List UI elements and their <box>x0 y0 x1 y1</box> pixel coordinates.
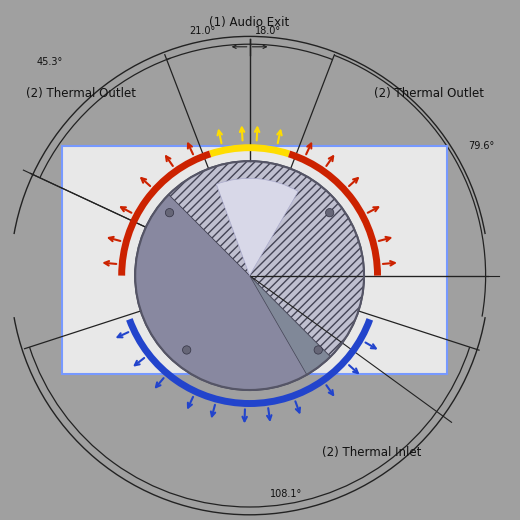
Text: 21.0°: 21.0° <box>190 27 216 36</box>
Text: 108.1°: 108.1° <box>270 489 302 499</box>
Text: 45.3°: 45.3° <box>36 57 62 68</box>
Circle shape <box>135 161 364 390</box>
Circle shape <box>326 209 334 217</box>
Wedge shape <box>135 194 307 390</box>
Text: (2) Thermal Inlet: (2) Thermal Inlet <box>322 446 422 459</box>
Bar <box>62 146 447 374</box>
Wedge shape <box>216 178 298 276</box>
Circle shape <box>165 209 174 217</box>
Wedge shape <box>168 161 364 357</box>
Circle shape <box>183 346 191 354</box>
Circle shape <box>314 346 322 354</box>
Text: (2) Thermal Outlet: (2) Thermal Outlet <box>374 87 485 100</box>
Text: (2) Thermal Outlet: (2) Thermal Outlet <box>26 87 136 100</box>
Text: 18.0°: 18.0° <box>255 27 281 36</box>
Text: 79.6°: 79.6° <box>468 140 494 151</box>
Text: (1) Audio Exit: (1) Audio Exit <box>210 16 290 29</box>
Wedge shape <box>135 194 331 390</box>
